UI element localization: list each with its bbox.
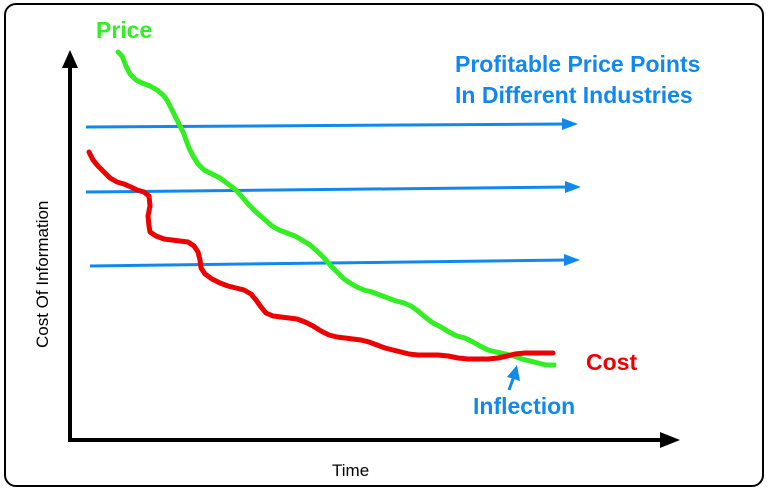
x-axis-arrow-icon — [660, 432, 680, 448]
inflection-label: Inflection — [473, 393, 575, 419]
price-curve — [115, 49, 557, 368]
x-axis-label: Time — [332, 461, 369, 480]
price-points-label-line-1: Profitable Price Points — [455, 51, 700, 77]
y-axis-label: Cost Of Information — [33, 201, 52, 348]
price-point-arrow-1-head-icon — [562, 118, 578, 130]
price-label: Price — [96, 17, 152, 43]
price-points-label-line-2: In Different Industries — [455, 82, 693, 108]
diagram-frame — [4, 3, 764, 487]
inflection-arrow-head-icon — [507, 365, 520, 381]
price-point-arrow-2 — [85, 185, 569, 194]
price-point-arrow-1 — [85, 122, 567, 129]
y-axis-arrow-icon — [62, 50, 78, 68]
cost-label: Cost — [586, 349, 637, 375]
price-point-arrows — [85, 118, 581, 268]
cost-curve — [86, 149, 556, 362]
price-point-arrow-3-head-icon — [564, 254, 580, 266]
price-point-arrow-2-head-icon — [565, 181, 581, 193]
